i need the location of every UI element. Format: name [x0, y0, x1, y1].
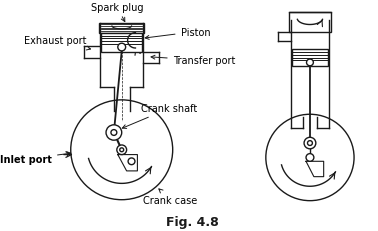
Circle shape [306, 154, 314, 162]
Text: Piston: Piston [145, 27, 210, 40]
Text: Exhaust port: Exhaust port [24, 36, 90, 51]
Circle shape [304, 138, 316, 149]
Bar [101, 33, 142, 53]
Bar [99, 24, 144, 33]
Circle shape [106, 125, 122, 141]
Text: Transfer port: Transfer port [151, 56, 235, 66]
Text: Crank case: Crank case [143, 189, 198, 205]
Bar [290, 13, 330, 33]
Text: Spark plug: Spark plug [91, 3, 143, 22]
Circle shape [118, 44, 125, 52]
Circle shape [128, 158, 135, 165]
Circle shape [120, 148, 124, 152]
Circle shape [111, 130, 117, 136]
Text: Inlet port: Inlet port [0, 152, 71, 164]
Circle shape [307, 141, 312, 146]
Text: Fig. 4.8: Fig. 4.8 [166, 215, 219, 228]
Text: Crank shaft: Crank shaft [122, 104, 198, 129]
Bar [292, 50, 328, 67]
Circle shape [117, 145, 127, 155]
Circle shape [71, 100, 173, 200]
Circle shape [266, 115, 354, 201]
Circle shape [307, 60, 313, 67]
